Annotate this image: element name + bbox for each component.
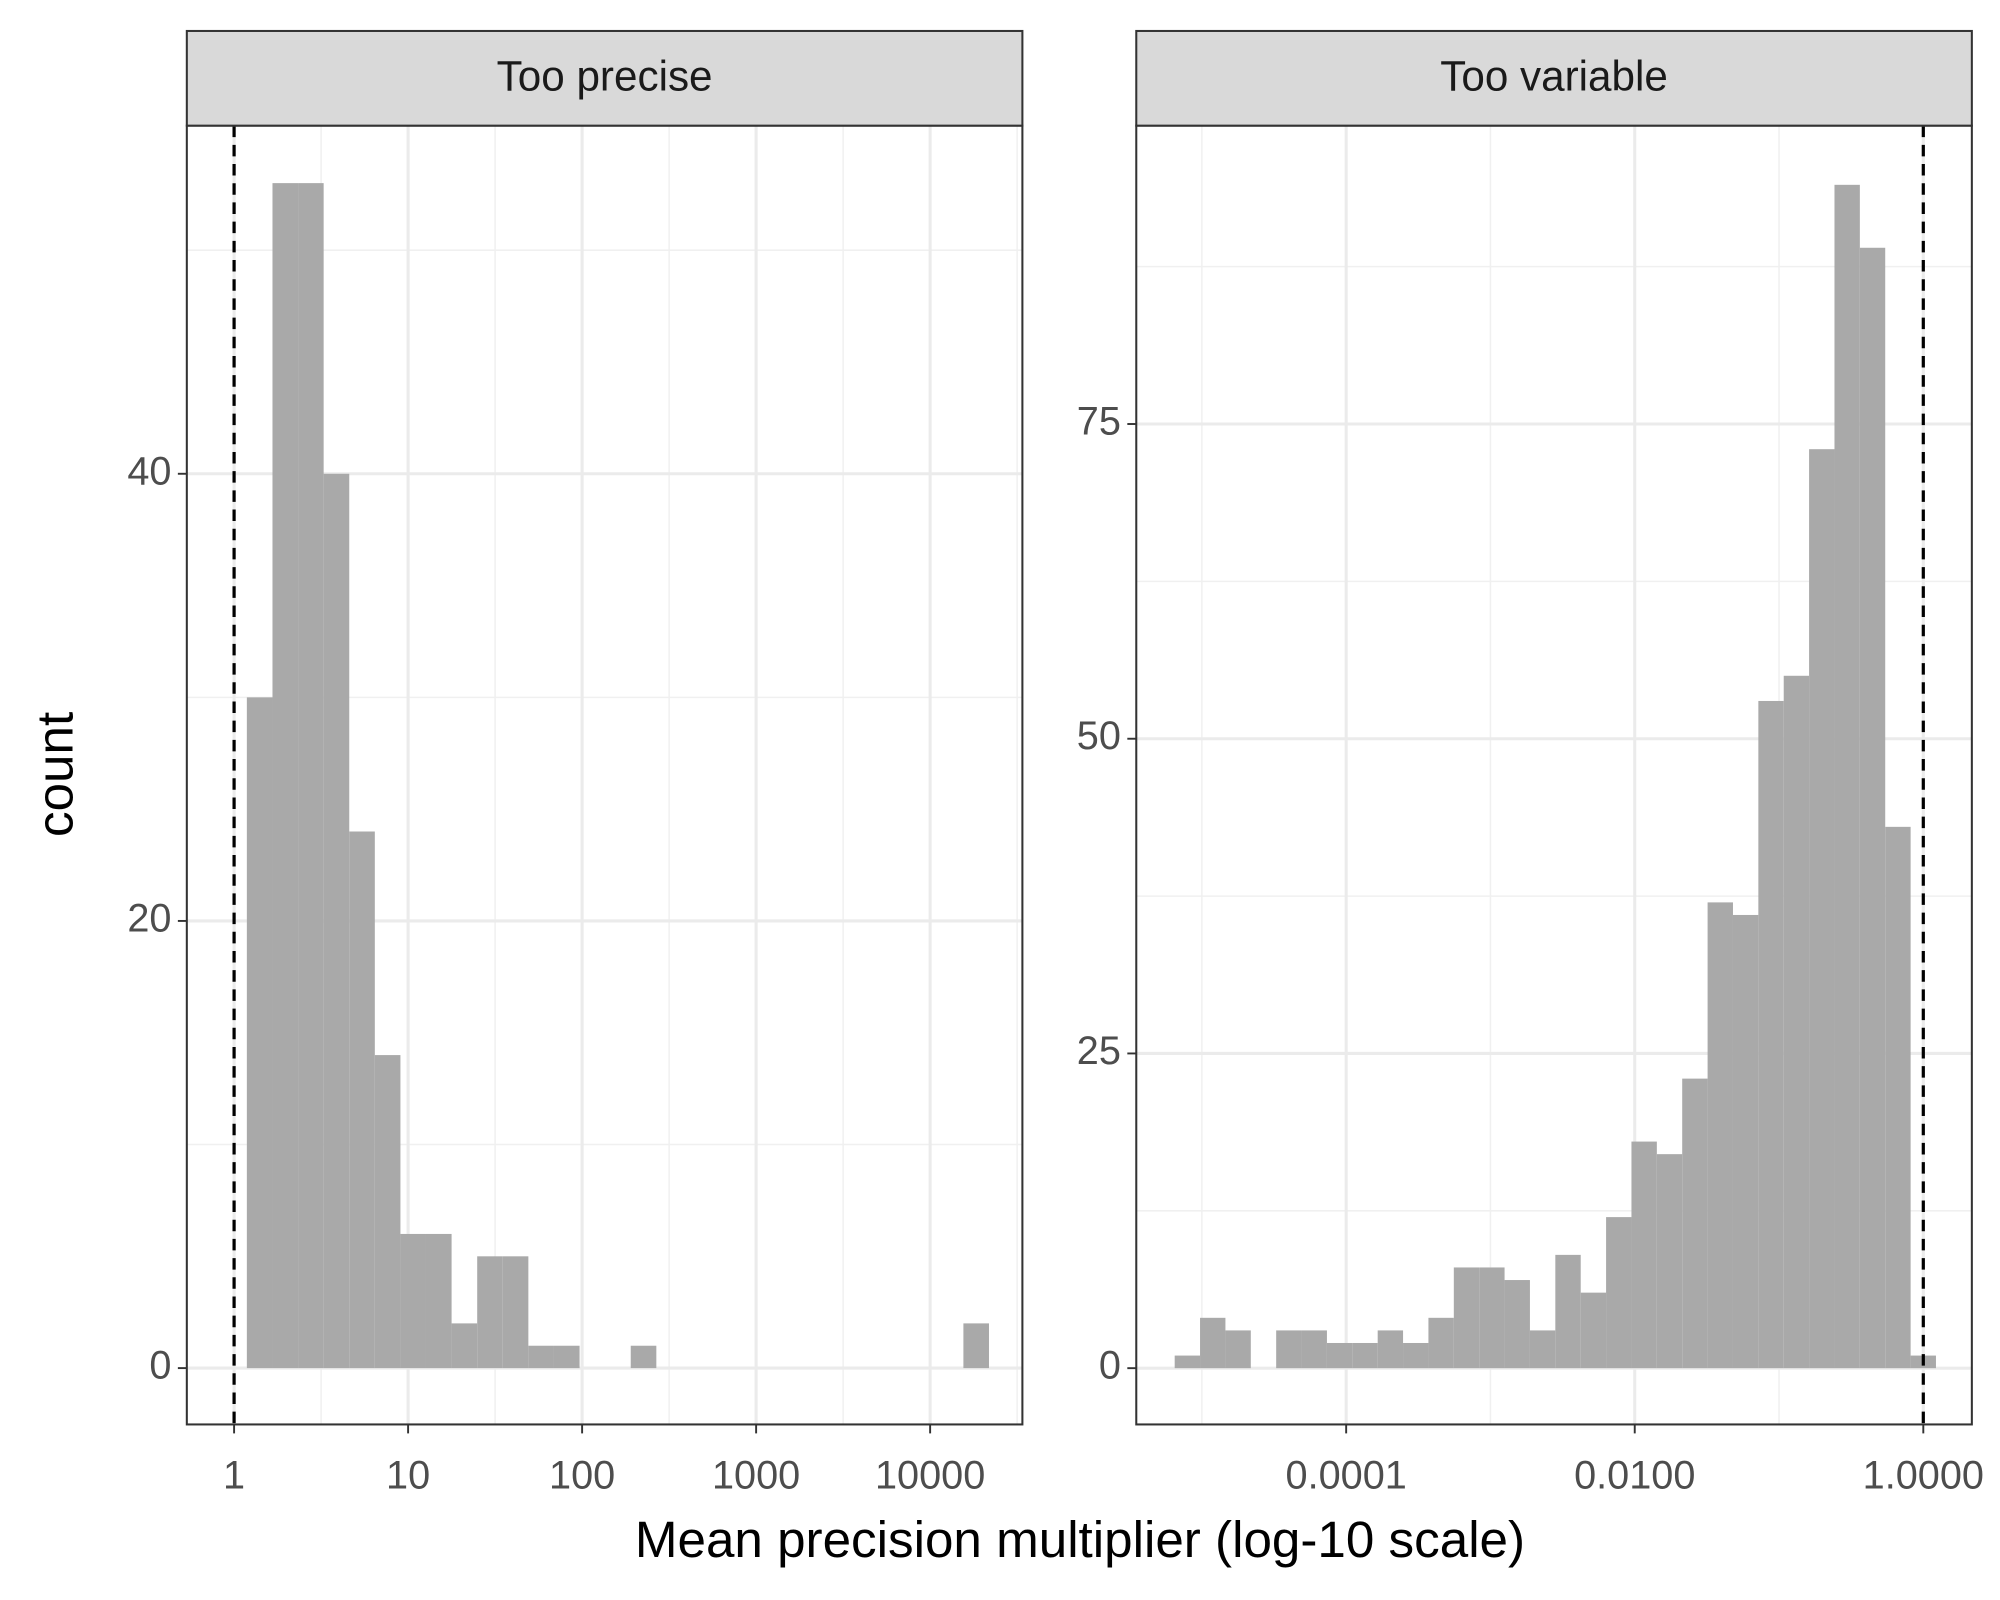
bar xyxy=(630,1345,657,1369)
x-tick-label: 10000 xyxy=(875,1454,985,1498)
bar xyxy=(1885,826,1911,1369)
x-tick-label: 1 xyxy=(223,1454,245,1498)
y-tick-label: 40 xyxy=(127,449,171,493)
bar xyxy=(553,1345,580,1369)
bar xyxy=(1326,1342,1353,1369)
bar xyxy=(528,1345,554,1369)
y-tick-label: 75 xyxy=(1077,399,1121,443)
bar xyxy=(1783,675,1810,1369)
bar xyxy=(349,831,375,1369)
bar xyxy=(1225,1330,1251,1369)
x-tick-label: 1.0000 xyxy=(1863,1454,1984,1498)
bar xyxy=(1834,184,1860,1369)
bar xyxy=(1276,1330,1302,1369)
bar xyxy=(1529,1330,1556,1369)
bar xyxy=(1682,1078,1708,1369)
bar xyxy=(502,1256,529,1369)
x-axis-title: Mean precision multiplier (log-10 scale) xyxy=(635,1511,1525,1568)
y-tick-label: 0 xyxy=(1099,1344,1121,1388)
x-tick-label: 0.0100 xyxy=(1574,1454,1695,1498)
x-tick-label: 100 xyxy=(549,1454,615,1498)
bar xyxy=(374,1055,401,1369)
bar xyxy=(1555,1254,1581,1369)
bar xyxy=(1656,1154,1683,1369)
facet-title: Too precise xyxy=(497,53,713,100)
bar xyxy=(1758,700,1784,1369)
bar xyxy=(1453,1267,1480,1369)
x-tick-label: 10 xyxy=(386,1454,430,1498)
facet-strip xyxy=(1135,29,1973,127)
bar xyxy=(298,183,324,1369)
bar xyxy=(1428,1317,1454,1369)
y-tick-label: 50 xyxy=(1077,714,1121,758)
bar xyxy=(1377,1330,1404,1369)
bar xyxy=(1732,914,1759,1369)
x-tick-label: 1000 xyxy=(712,1454,800,1498)
bar xyxy=(451,1323,478,1369)
facet-strip xyxy=(185,29,1024,127)
bar xyxy=(1301,1330,1327,1369)
bar xyxy=(246,697,273,1369)
bar xyxy=(1809,449,1835,1369)
bar xyxy=(425,1233,452,1369)
facet-title: Too variable xyxy=(1440,53,1668,100)
y-axis-title: count xyxy=(26,712,83,837)
bar xyxy=(1200,1317,1226,1369)
bar xyxy=(1859,247,1886,1369)
bar xyxy=(963,1323,989,1369)
bar xyxy=(1479,1267,1505,1369)
y-tick-label: 20 xyxy=(127,896,171,940)
bar xyxy=(400,1233,426,1369)
bar xyxy=(1606,1217,1632,1369)
y-tick-label: 0 xyxy=(149,1344,171,1388)
bar xyxy=(272,183,299,1369)
bar xyxy=(1631,1141,1657,1369)
bar xyxy=(477,1256,503,1369)
x-tick-label: 0.0001 xyxy=(1286,1454,1407,1498)
bar xyxy=(1504,1280,1530,1369)
bar xyxy=(323,473,350,1369)
bar xyxy=(1352,1342,1378,1369)
bar xyxy=(1403,1342,1429,1369)
bar xyxy=(1580,1292,1607,1369)
bar xyxy=(1174,1355,1201,1369)
bar xyxy=(1707,902,1733,1369)
y-tick-label: 25 xyxy=(1077,1029,1121,1073)
